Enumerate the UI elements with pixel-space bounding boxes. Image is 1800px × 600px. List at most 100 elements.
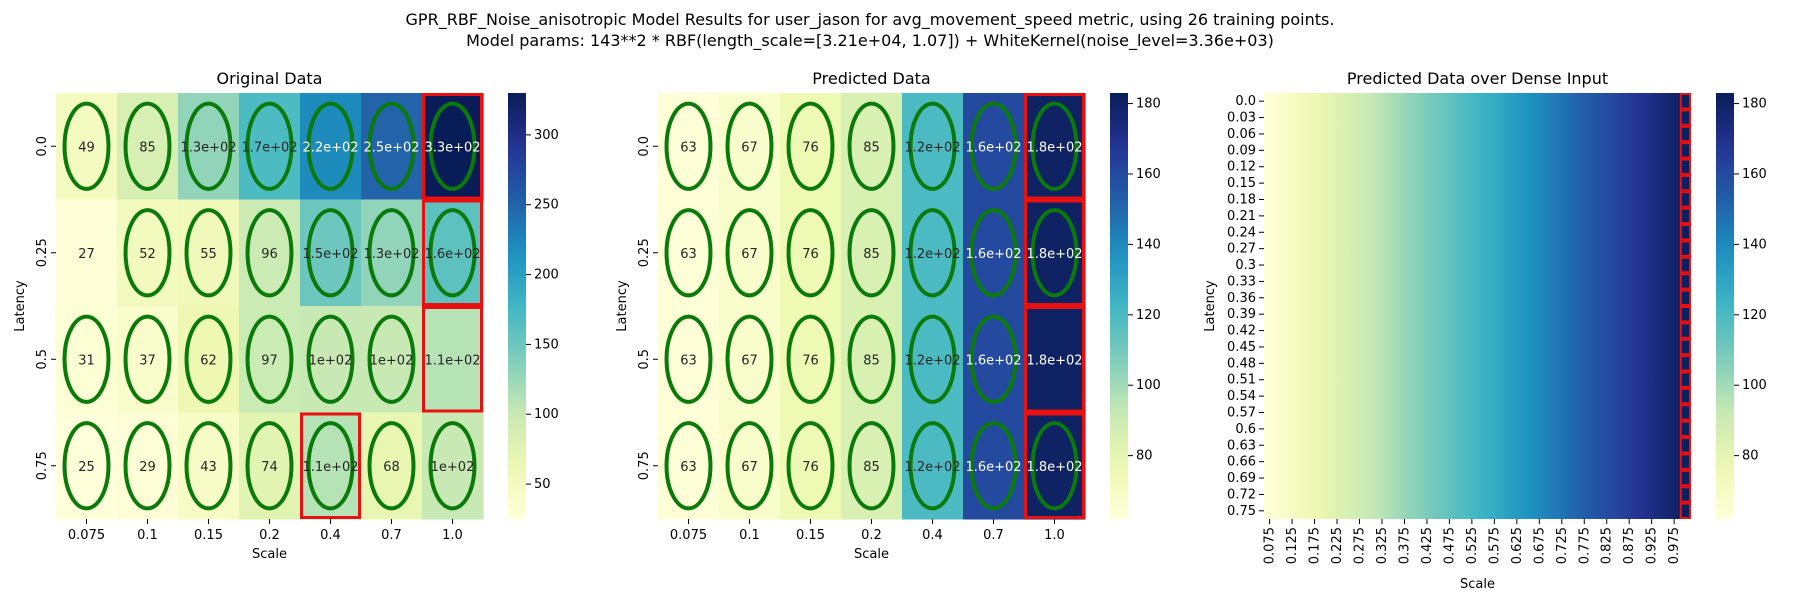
training-point-ellipse [725,314,774,404]
cell-value-label: 2.5e+02 [363,140,419,155]
cell-value-label: 43 [200,460,217,475]
training-point-ellipse [725,101,774,191]
cell-value-label: 1.2e+02 [904,247,960,262]
panel-title-1: Predicted Data [812,69,930,88]
training-point-ellipse [184,101,233,191]
x-tick-label: 0.825 [1600,527,1615,564]
y-tick-label: 0.09 [1227,143,1256,158]
highlight-box [1679,207,1692,225]
training-point-ellipse [306,314,355,404]
cell-value-label: 1.2e+02 [904,353,960,368]
x-tick-label: 0.2 [861,528,882,543]
training-point-ellipse [786,314,835,404]
x-tick-label: 0.375 [1397,527,1412,564]
cell-value-label: 1.6e+02 [965,247,1021,262]
y-tick-label: 0.27 [1227,242,1256,257]
x-tick-label: 0.575 [1487,527,1502,564]
cell-value-label: 1e+02 [431,460,475,475]
cell-value-label: 49 [78,140,95,155]
y-tick-label: 0.39 [1227,307,1256,322]
heatmap-cell [422,306,484,413]
highlight-box [1679,322,1692,339]
cell-value-label: 76 [802,247,819,262]
cell-value-label: 63 [680,353,697,368]
panel-1: 63 67 76 85 1.2e+02 1.6e+02 1.8e+02 63 67 76 85 1.2… [615,69,1086,562]
cell-value-label: 67 [741,460,758,475]
y-tick-label: 0.06 [1227,127,1256,142]
training-point-ellipse [62,101,111,191]
cell-value-label: 37 [139,353,156,368]
panel-title-0: Original Data [217,69,323,88]
training-point-ellipse [367,208,416,298]
highlight-box [1024,93,1085,200]
training-point-ellipse [847,314,896,404]
colorbar-tick-label-1: 140 [1136,237,1161,252]
x-axis-label-0: Scale [252,547,287,562]
cell-value-label: 96 [261,247,278,262]
y-tick-label: 0.54 [1227,389,1256,404]
colorbar-tick-label-1: 120 [1136,308,1161,323]
highlight-box [1679,306,1692,323]
training-point-ellipse [969,208,1018,298]
heatmap-cell [56,199,118,307]
cell-value-label: 67 [741,353,758,368]
training-point-ellipse [123,314,172,404]
training-point-ellipse [428,208,477,298]
cell-value-label: 85 [863,353,880,368]
cell-value-label: 1.6e+02 [965,460,1021,475]
training-point-ellipse [367,101,416,191]
training-point-ellipse [428,101,477,191]
highlight-box [1679,224,1692,241]
colorbar-tick-label-1: 180 [1136,97,1161,112]
x-axis-label-1: Scale [854,547,889,562]
x-tick-label: 0.7 [381,528,402,543]
colorbar-tick-label-0: 100 [534,407,559,422]
training-point-ellipse [786,208,835,298]
panel-2: 0.075 0.125 0.175 0.225 0.275 0.325 0.375 0.425… [1203,69,1692,592]
y-axis-label-0: Latency [13,280,28,332]
training-point-ellipse [123,208,172,298]
highlight-box [1679,142,1692,159]
cell-value-label: 1e+02 [309,353,353,368]
cell-value-label: 1.8e+02 [1026,460,1082,475]
cell-value-label: 3.3e+02 [424,140,480,155]
training-point-ellipse [847,208,896,298]
training-point-ellipse [184,208,233,298]
cell-value-label: 76 [802,353,819,368]
training-point-ellipse [367,421,416,511]
training-point-ellipse [123,421,172,511]
cell-value-label: 1.2e+02 [904,460,960,475]
cell-value-label: 63 [680,460,697,475]
highlight-box [1679,420,1692,438]
y-tick-label: 0.51 [1227,373,1256,388]
cell-value-label: 63 [680,140,697,155]
x-tick-label: 0.7 [983,528,1004,543]
y-tick-label: 0.36 [1227,291,1256,306]
y-tick-label: 0.5 [637,349,652,370]
colorbar-tick-label-1: 80 [1136,449,1153,464]
training-point-ellipse [306,101,355,191]
cell-value-label: 29 [139,460,156,475]
colorbar-gradient-2 [1716,93,1734,519]
cell-value-label: 68 [383,460,400,475]
highlight-box [1679,404,1692,421]
y-tick-label: 0.75 [35,451,50,480]
y-tick-label: 0.48 [1227,356,1256,371]
training-point-ellipse [245,421,294,511]
cell-value-label: 1.8e+02 [1026,140,1082,155]
colorbar-tick-label-2: 100 [1742,378,1767,393]
highlight-box [1024,412,1085,519]
y-tick-label: 0.24 [1227,225,1256,240]
training-point-ellipse [908,208,957,298]
y-tick-label: 0.75 [637,451,652,480]
dense-heatmap [1264,93,1691,519]
y-tick-label: 0.57 [1227,406,1256,421]
training-point-ellipse [1030,421,1079,511]
cell-value-label: 52 [139,247,156,262]
highlight-box [1679,502,1692,520]
colorbar-tick-label-0: 300 [534,128,559,143]
panels: 49 85 1.3e+02 1.7e+02 2.2e+02 2.5e+02 3.3e+02 2… [13,69,1767,592]
training-point-ellipse [786,421,835,511]
x-tick-label: 0.875 [1622,527,1637,564]
x-tick-label: 0.475 [1442,527,1457,564]
